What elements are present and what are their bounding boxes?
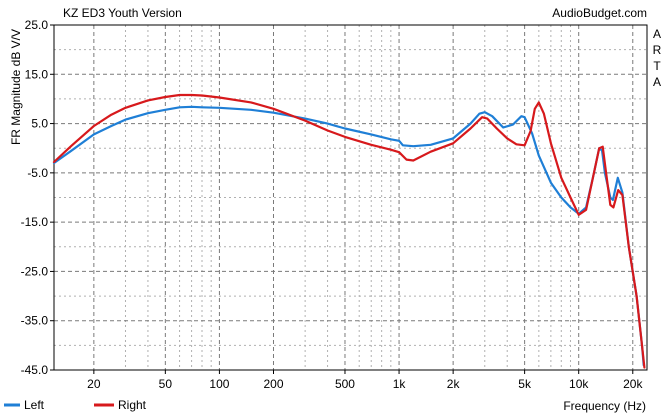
series-line-right bbox=[52, 93, 646, 369]
y-tick-label: -25.0 bbox=[21, 264, 49, 278]
y-tick-label: -15.0 bbox=[21, 215, 49, 229]
y-axis-label: FR Magnitude dB V/V bbox=[9, 29, 23, 145]
x-tick-label: 100 bbox=[209, 377, 229, 391]
plot-area bbox=[53, 24, 648, 371]
x-tick-label: 500 bbox=[335, 377, 355, 391]
curves bbox=[52, 93, 646, 369]
y-tick-label: -5.0 bbox=[27, 166, 48, 180]
x-tick-label: 10k bbox=[569, 377, 589, 391]
y-tick-label: -45.0 bbox=[21, 363, 49, 377]
x-tick-label: 5k bbox=[518, 377, 532, 391]
y-tick-label: 5.0 bbox=[31, 117, 48, 131]
y-tick-label: 25.0 bbox=[25, 18, 49, 32]
side-letter: A bbox=[653, 27, 661, 41]
side-letter: T bbox=[653, 59, 661, 73]
x-tick-label: 2k bbox=[447, 377, 461, 391]
y-tick-label: -35.0 bbox=[21, 314, 49, 328]
legend-label-right: Right bbox=[118, 398, 147, 412]
y-axis-ticks: 25.0 15.0 5.0 -5.0 -15.0 -25.0 -35.0 -45.0 bbox=[21, 18, 54, 377]
chart-title: KZ ED3 Youth Version bbox=[63, 6, 182, 20]
x-tick-label: 50 bbox=[159, 377, 173, 391]
x-tick-label: 20k bbox=[623, 377, 643, 391]
y-tick-label: 15.0 bbox=[25, 67, 49, 81]
grid bbox=[54, 25, 647, 370]
x-axis-label: Frequency (Hz) bbox=[563, 399, 646, 413]
source-label: AudioBudget.com bbox=[552, 6, 647, 20]
side-letter: A bbox=[653, 75, 661, 89]
legend-label-left: Left bbox=[24, 398, 45, 412]
x-axis-ticks: 20 50 100 200 500 1k 2k 5k 10k 20k bbox=[87, 370, 643, 391]
x-tick-label: 1k bbox=[393, 377, 407, 391]
series-line-left bbox=[52, 105, 645, 367]
x-tick-label: 20 bbox=[87, 377, 101, 391]
legend: Left Right bbox=[4, 398, 147, 412]
side-letter: R bbox=[653, 43, 662, 57]
x-tick-label: 200 bbox=[263, 377, 283, 391]
